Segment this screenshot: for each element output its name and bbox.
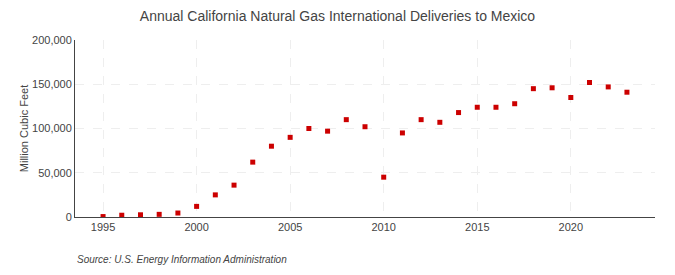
svg-text:50,000: 50,000 — [38, 167, 72, 179]
svg-text:Million Cubic Feet: Million Cubic Feet — [18, 85, 30, 172]
svg-text:0: 0 — [66, 211, 72, 223]
svg-text:1995: 1995 — [91, 221, 115, 233]
svg-text:150,000: 150,000 — [32, 78, 72, 90]
svg-text:2015: 2015 — [465, 221, 489, 233]
svg-text:2020: 2020 — [559, 221, 583, 233]
svg-text:2010: 2010 — [371, 221, 395, 233]
svg-text:2005: 2005 — [278, 221, 302, 233]
svg-text:2000: 2000 — [184, 221, 208, 233]
svg-text:200,000: 200,000 — [32, 34, 72, 46]
svg-text:Source: U.S. Energy Informatio: Source: U.S. Energy Information Administ… — [77, 254, 287, 265]
svg-text:Annual California Natural Gas: Annual California Natural Gas Internatio… — [140, 8, 536, 24]
svg-text:100,000: 100,000 — [32, 122, 72, 134]
